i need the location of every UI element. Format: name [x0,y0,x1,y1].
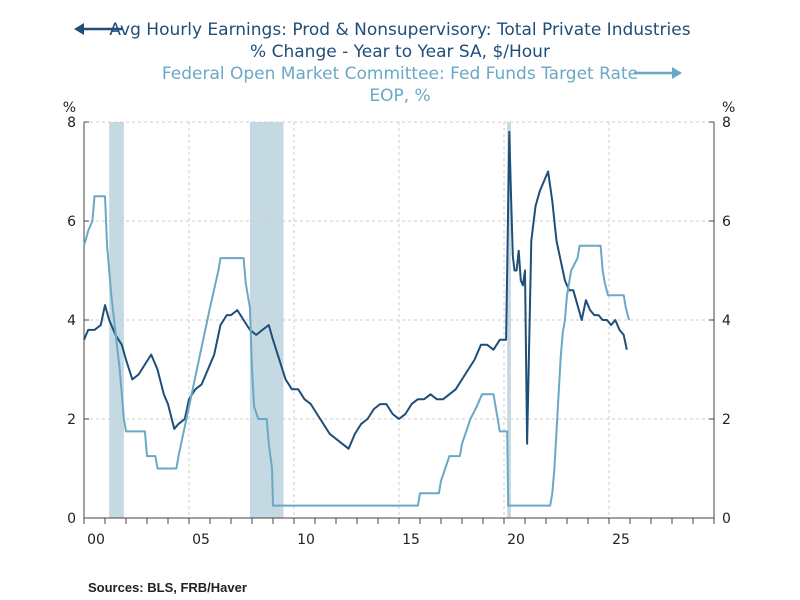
y-left-unit-label: % [63,100,76,116]
x-tick-label: 15 [402,532,420,548]
x-tick-label: 05 [192,532,210,548]
x-tick-label: 25 [612,532,630,548]
legend-earnings-title: Avg Hourly Earnings: Prod & Nonsuperviso… [109,20,691,40]
y-right-tick-label: 4 [722,313,731,329]
y-left-tick-label: 4 [67,313,76,329]
y-left-tick-label: 6 [67,214,76,230]
left-axis-arrow-icon [74,23,122,35]
legend-fedfunds-subtitle: EOP, % [369,86,431,106]
y-right-tick-label: 2 [722,412,731,428]
x-tick-label: 00 [87,532,105,548]
earnings-series-line [83,130,628,450]
right-axis-arrow-icon [634,67,682,79]
fedfunds-series-line [83,195,630,507]
y-left-tick-label: 8 [67,115,76,131]
y-right-unit-label: % [722,100,735,116]
legend-fedfunds-title: Federal Open Market Committee: Fed Funds… [161,64,639,84]
y-left-tick-label: 2 [67,412,76,428]
y-right-tick-label: 0 [722,511,731,527]
y-right-tick-label: 8 [722,115,731,131]
x-tick-label: 20 [507,532,525,548]
source-note: Sources: BLS, FRB/Haver [88,580,247,595]
y-left-tick-label: 0 [67,511,76,527]
recession-band [507,122,511,518]
y-right-tick-label: 6 [722,214,731,230]
x-tick-label: 10 [297,532,315,548]
legend-earnings-subtitle: % Change - Year to Year SA, $/Hour [250,42,550,62]
